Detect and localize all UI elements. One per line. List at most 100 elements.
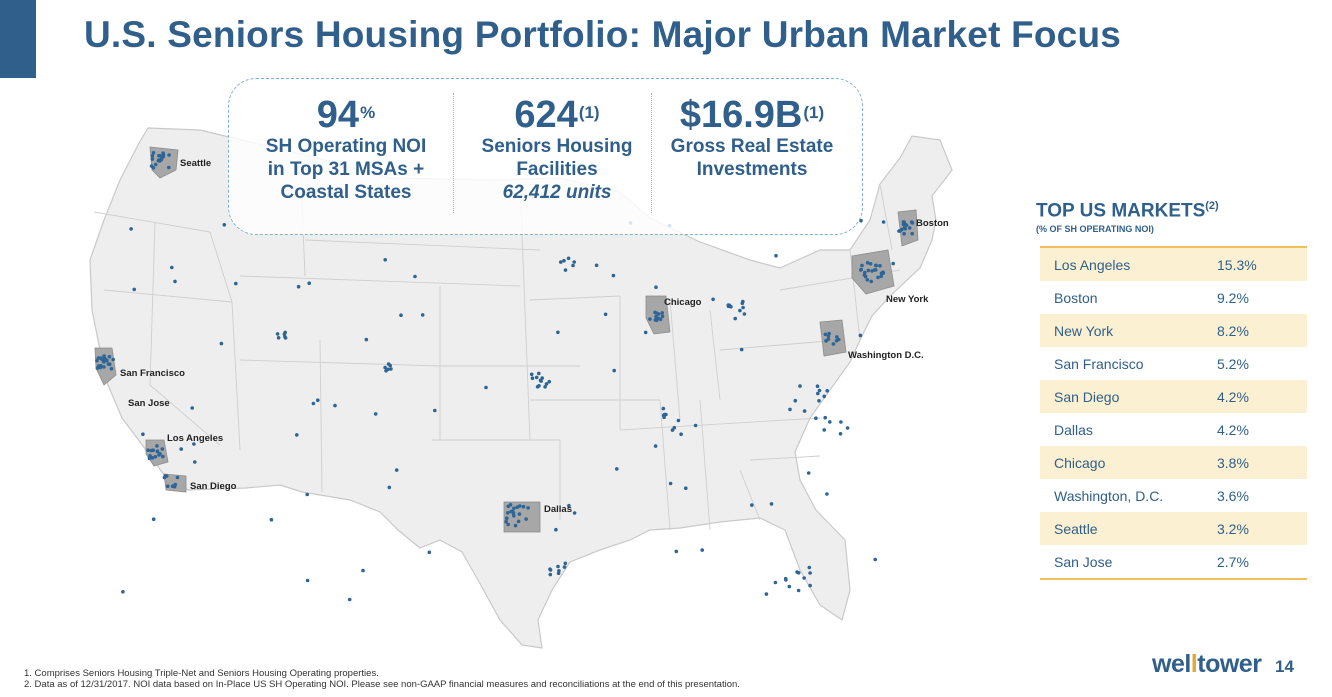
stat-noi-line1: SH Operating NOI <box>265 136 427 157</box>
market-row: San Diego 4.2% <box>1040 380 1307 413</box>
stat-noi-line3: Coastal States <box>280 182 412 203</box>
market-value: 9.2% <box>1217 289 1249 306</box>
facility-dot <box>517 512 522 516</box>
facility-dot <box>269 517 274 522</box>
facility-dot <box>305 578 310 583</box>
facility-dot <box>275 332 280 336</box>
stat-divider <box>651 93 652 213</box>
facility-dot <box>388 363 393 368</box>
market-name: Dallas <box>1054 421 1093 438</box>
market-name: Los Angeles <box>1054 256 1131 273</box>
stat-noi-line2: in Top 31 MSAs + <box>267 159 425 180</box>
facility-dot <box>509 509 513 514</box>
facility-dot <box>155 444 159 448</box>
facility-dot <box>907 226 912 230</box>
facility-dot <box>674 549 679 554</box>
facility-dot <box>170 265 174 270</box>
facility-dot <box>170 484 175 489</box>
facility-dot <box>173 279 177 284</box>
facility-dot <box>193 460 197 464</box>
facility-dot <box>504 519 509 524</box>
facility-dot <box>572 511 577 515</box>
label-new-york: New York <box>886 294 929 305</box>
facility-dot <box>159 158 163 162</box>
stat-noi-sup: % <box>360 103 376 122</box>
facility-dot <box>512 513 516 518</box>
stats-callout: 94% SH Operating NOI in Top 31 MSAs + Co… <box>228 78 863 235</box>
facility-dot <box>153 455 158 459</box>
facility-dot <box>556 571 561 575</box>
facility-dot <box>662 412 667 417</box>
facility-dot <box>305 492 309 497</box>
facility-dot <box>190 406 194 410</box>
facility-dot <box>149 448 154 453</box>
facility-dot <box>311 401 316 406</box>
facility-dot <box>741 305 745 310</box>
footnote-2: 2. Data as of 12/31/2017. NOI data based… <box>24 678 740 690</box>
market-name: San Francisco <box>1054 355 1144 372</box>
facility-dot <box>808 583 812 588</box>
facility-dot <box>506 511 510 515</box>
facility-dot <box>904 223 909 227</box>
market-value: 4.2% <box>1217 421 1249 438</box>
facility-dot <box>668 481 673 486</box>
facility-dot <box>817 388 822 393</box>
market-name: New York <box>1054 322 1114 339</box>
facility-dot <box>548 572 553 577</box>
facility-dot <box>796 588 801 593</box>
markets-title-text: TOP US MARKETS <box>1036 200 1206 222</box>
facility-dot <box>902 231 906 236</box>
market-row: Chicago 3.8% <box>1040 446 1307 479</box>
facility-dot <box>153 162 158 167</box>
facility-dot <box>835 335 839 339</box>
facility-dot <box>109 366 114 371</box>
facility-dot <box>222 223 227 227</box>
facility-dot <box>787 584 792 589</box>
facility-dot <box>868 262 873 266</box>
facility-dot <box>878 264 882 268</box>
welltower-logo: welltower <box>1152 650 1262 679</box>
facility-dot <box>219 341 224 346</box>
facility-dot <box>544 382 549 386</box>
facility-dot <box>165 484 170 489</box>
facility-dot <box>711 297 715 302</box>
facility-dot <box>571 263 575 268</box>
market-row: Boston 9.2% <box>1040 281 1307 314</box>
facility-dot <box>740 301 745 305</box>
us-map: Seattle San Francisco San Jose Los Angel… <box>89 127 953 649</box>
facility-dot <box>823 415 827 420</box>
facility-dot <box>825 389 829 393</box>
label-seattle: Seattle <box>180 158 211 169</box>
facility-dot <box>806 471 811 475</box>
markets-subtitle: (% OF SH OPERATING NOI) <box>1036 224 1154 234</box>
facility-dot <box>816 391 820 396</box>
label-dallas: Dallas <box>544 504 572 515</box>
facility-dot <box>834 338 839 343</box>
market-row: San Jose 2.7% <box>1040 545 1307 578</box>
facility-dot <box>567 503 571 508</box>
facility-dot <box>822 428 826 432</box>
facility-dot <box>373 412 378 416</box>
facility-dot <box>386 367 390 372</box>
market-row: San Francisco 5.2% <box>1040 347 1307 380</box>
facility-dot <box>676 418 681 423</box>
facility-dot <box>909 220 914 224</box>
facility-dot <box>347 597 352 602</box>
facility-dot <box>529 372 534 377</box>
facility-dot <box>548 568 553 572</box>
facility-dot <box>788 407 792 412</box>
facility-dot <box>530 376 535 381</box>
market-name: San Diego <box>1054 388 1120 405</box>
facility-dot <box>192 442 196 446</box>
facility-dot <box>879 271 884 276</box>
stat-noi-value: 94 <box>316 94 360 136</box>
facility-dot <box>389 367 393 371</box>
markets-title: TOP US MARKETS(2) <box>1036 200 1219 222</box>
market-name: Washington, D.C. <box>1054 487 1164 504</box>
market-value: 2.7% <box>1217 553 1249 570</box>
facility-dot <box>234 281 238 286</box>
facility-dot <box>167 165 171 170</box>
market-name: Chicago <box>1054 454 1106 471</box>
facility-dot <box>827 331 831 336</box>
facility-dot <box>828 420 832 424</box>
